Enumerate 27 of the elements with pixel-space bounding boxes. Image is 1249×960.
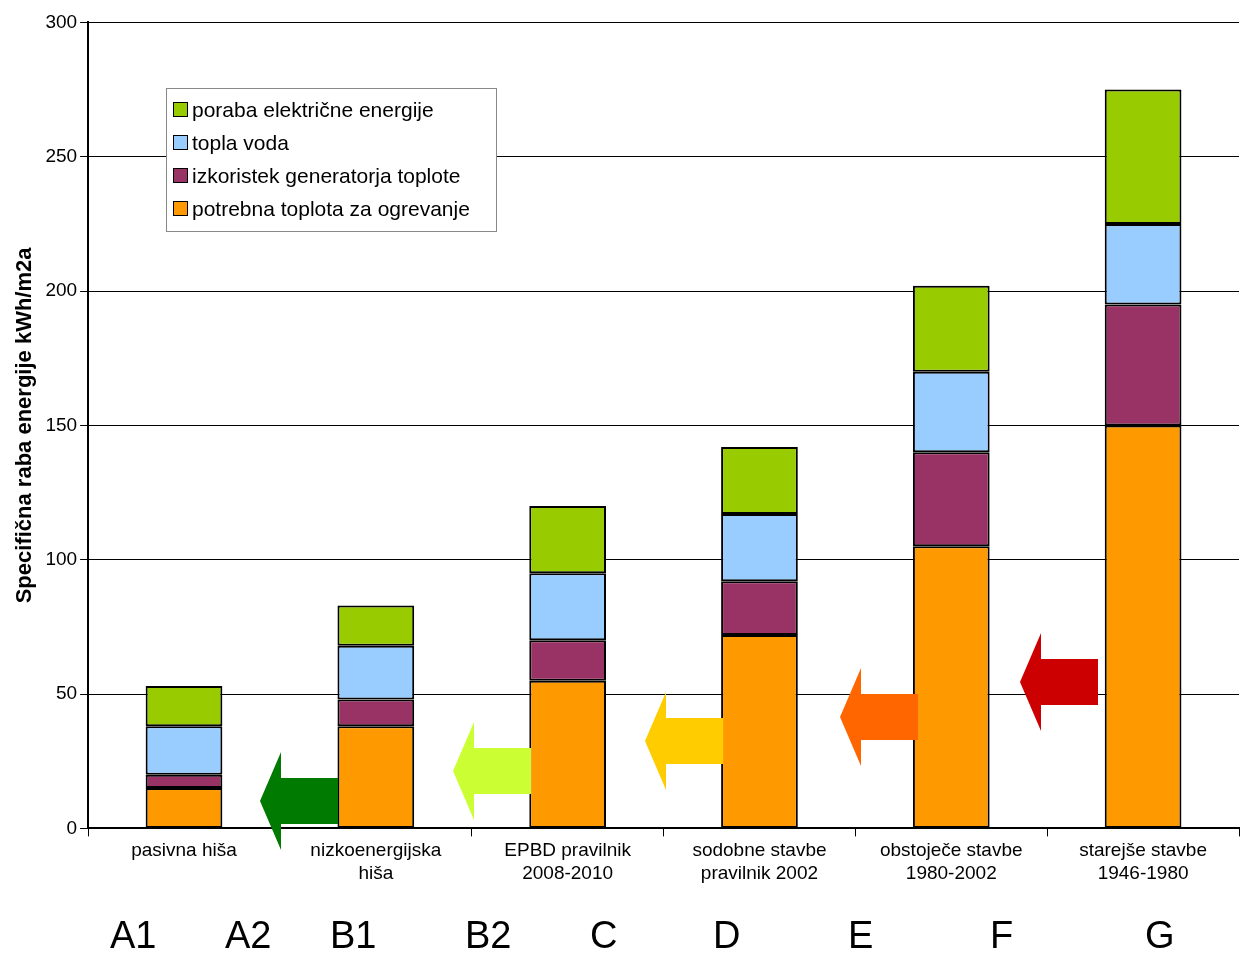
y-tick-label: 200 — [45, 279, 78, 301]
y-tick-label: 150 — [45, 413, 78, 435]
text: C — [590, 914, 618, 957]
x-tick-label: EPBD pravilnik 2008-2010 — [504, 839, 632, 883]
y-tick-label: 50 — [55, 682, 78, 704]
text: B1 — [330, 914, 377, 957]
text: F — [990, 914, 1014, 957]
y-tick-label: 250 — [45, 144, 78, 166]
x-tick-label: nizkoenergijska hiša — [310, 839, 442, 883]
legend-label: potrebna toplota za ogrevanje — [192, 196, 470, 222]
legend-label: izkoristek generatorja toplote — [192, 163, 461, 189]
text: B2 — [465, 914, 512, 957]
y-tick-label: 100 — [45, 547, 78, 569]
text: A1 — [110, 914, 157, 957]
text: E — [848, 914, 874, 957]
text: G — [1145, 914, 1175, 957]
y-axis-title: Specifična raba energije kWh/m2a — [11, 246, 37, 604]
legend-label: topla voda — [192, 130, 289, 156]
text: D — [713, 914, 741, 957]
x-tick-label: obstoječe stavbe 1980-2002 — [879, 839, 1023, 883]
x-tick-label: sodobne stavbe pravilnik 2002 — [692, 839, 827, 883]
x-tick-label: starejše stavbe 1946-1980 — [1079, 839, 1207, 883]
legend-label: poraba električne energije — [192, 97, 434, 123]
y-tick-label: 300 — [45, 10, 78, 32]
y-tick-label: 0 — [66, 816, 78, 838]
text: A2 — [225, 914, 272, 957]
x-tick-label: pasivna hiša — [131, 839, 238, 861]
